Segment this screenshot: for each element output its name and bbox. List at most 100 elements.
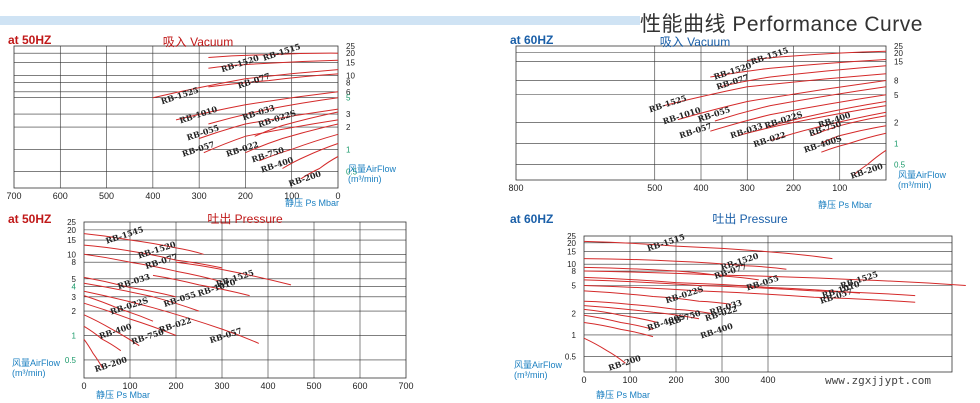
x-tick-label: 100 <box>622 375 637 385</box>
curve-rb-750 <box>583 308 658 323</box>
y-axis-label: 风量AirFlow <box>514 360 563 370</box>
y-tick-label: 8 <box>346 79 351 88</box>
curve-label: RB-1010 <box>178 104 219 126</box>
y-axis-label: 风量AirFlow <box>898 170 947 180</box>
curve-rb-1525 <box>583 270 966 286</box>
x-tick-label: 500 <box>306 381 321 391</box>
hz-label: at 50HZ <box>8 212 51 226</box>
curve-rb-055 <box>198 108 339 139</box>
x-tick-label: 600 <box>352 381 367 391</box>
y-tick-label: 8 <box>572 267 577 276</box>
curve-rb-022 <box>245 123 339 154</box>
curve-rb-1515 <box>747 50 887 61</box>
y-tick-label: 10 <box>567 260 576 269</box>
curve-label: RB-750 <box>130 326 165 346</box>
curve-rb-200 <box>300 156 339 180</box>
y-tick-label: 25 <box>894 42 903 51</box>
curve-rb-055 <box>83 282 200 312</box>
y-tick-label: 8 <box>894 77 899 86</box>
x-tick-label: 300 <box>714 375 729 385</box>
curve-label: RB-077 <box>236 71 271 91</box>
x-tick-label: 0 <box>335 191 340 201</box>
curve-label: RB-1515 <box>261 41 301 63</box>
page-title: 性能曲线 Performance Curve <box>640 13 923 36</box>
y-tick-label: 20 <box>346 49 355 58</box>
curve-rb-400 <box>583 322 654 338</box>
curve-label: RB-055 <box>185 122 220 142</box>
curve-rb-1010 <box>175 91 339 121</box>
y-tick-label: 1 <box>572 331 577 340</box>
panel-title: 吸入 Vacuum <box>660 35 730 49</box>
curve-rb-1520 <box>583 258 787 270</box>
curve-label: RB-1525 <box>160 85 200 107</box>
y-tick-label: 5 <box>346 94 351 103</box>
y-tick-label: 5 <box>894 91 899 100</box>
panel-title: 吐出 Pressure <box>207 212 283 226</box>
curve-rb-022s <box>583 290 732 305</box>
curve-rb-1520 <box>83 244 223 269</box>
watermark: www.zgxjjypt.com <box>825 374 931 387</box>
curve-rb-750 <box>83 314 140 347</box>
curve-rb-022s <box>83 295 154 322</box>
y-tick-label: 20 <box>894 49 903 58</box>
curve-rb-033 <box>737 105 887 137</box>
y-tick-label: 1 <box>72 332 77 341</box>
curve-rb-1525 <box>175 261 292 286</box>
x-tick-label: 400 <box>145 191 160 201</box>
y-tick-label: 3 <box>72 293 77 302</box>
curve-rb-077 <box>583 266 759 281</box>
curve-rb-400 <box>282 143 339 169</box>
curve-label: RB-1515 <box>749 45 789 67</box>
curve-label: RB-200 <box>607 353 642 373</box>
y-tick-label: 2 <box>572 310 577 319</box>
x-tick-label: 100 <box>284 191 299 201</box>
y-axis-label: (m³/min) <box>12 368 46 378</box>
hz-label: at 60HZ <box>510 212 553 226</box>
curve-label: RB-200 <box>849 161 884 181</box>
x-tick-label: 200 <box>238 191 253 201</box>
curve-rb-1545 <box>83 233 204 255</box>
y-tick-label: 25 <box>67 218 76 227</box>
curve-rb-033 <box>83 276 177 298</box>
y-tick-label: 0.5 <box>894 161 906 170</box>
curve-label: RB-200 <box>93 354 128 374</box>
y-tick-label: 5 <box>572 281 577 290</box>
curve-rb-750 <box>259 133 339 162</box>
curve-rb-1515 <box>208 52 339 58</box>
y-axis-label: (m³/min) <box>514 370 548 380</box>
y-tick-label: 2 <box>894 119 899 128</box>
curve-rb-400s <box>821 132 887 153</box>
y-axis-label: (m³/min) <box>898 180 932 190</box>
curve-rb-077 <box>83 253 223 283</box>
curve-rb-400 <box>811 115 887 137</box>
curve-rb-200 <box>853 149 887 176</box>
curve-rb-055 <box>583 276 861 294</box>
curve-rb-1525 <box>152 69 339 99</box>
curve-rb-077 <box>208 73 339 88</box>
x-tick-label: 700 <box>398 381 413 391</box>
y-tick-label: 20 <box>567 239 576 248</box>
y-axis-label: 风量AirFlow <box>348 164 397 174</box>
x-tick-label: 500 <box>647 183 662 193</box>
plot-frame <box>13 45 339 189</box>
curve-rb-400s <box>583 314 654 330</box>
curve-rb-077 <box>719 65 887 88</box>
x-tick-label: 700 <box>6 191 21 201</box>
y-tick-label: 15 <box>346 58 355 67</box>
curve-rb-055 <box>714 86 887 122</box>
hz-label: at 60HZ <box>510 33 553 47</box>
x-tick-label: 400 <box>693 183 708 193</box>
plot-frame <box>83 221 407 379</box>
y-tick-label: 0.5 <box>346 168 358 177</box>
x-tick-label: 300 <box>192 191 207 201</box>
x-tick-label: 800 <box>508 183 523 193</box>
curve-rb-033 <box>583 300 713 315</box>
y-tick-label: 0.5 <box>565 352 577 361</box>
x-tick-label: 400 <box>760 375 775 385</box>
panel-title: 吸入 Vacuum <box>163 35 233 49</box>
curve-label: RB-055 <box>162 289 197 309</box>
curve-rb-057 <box>583 285 916 303</box>
header-band <box>0 16 640 25</box>
